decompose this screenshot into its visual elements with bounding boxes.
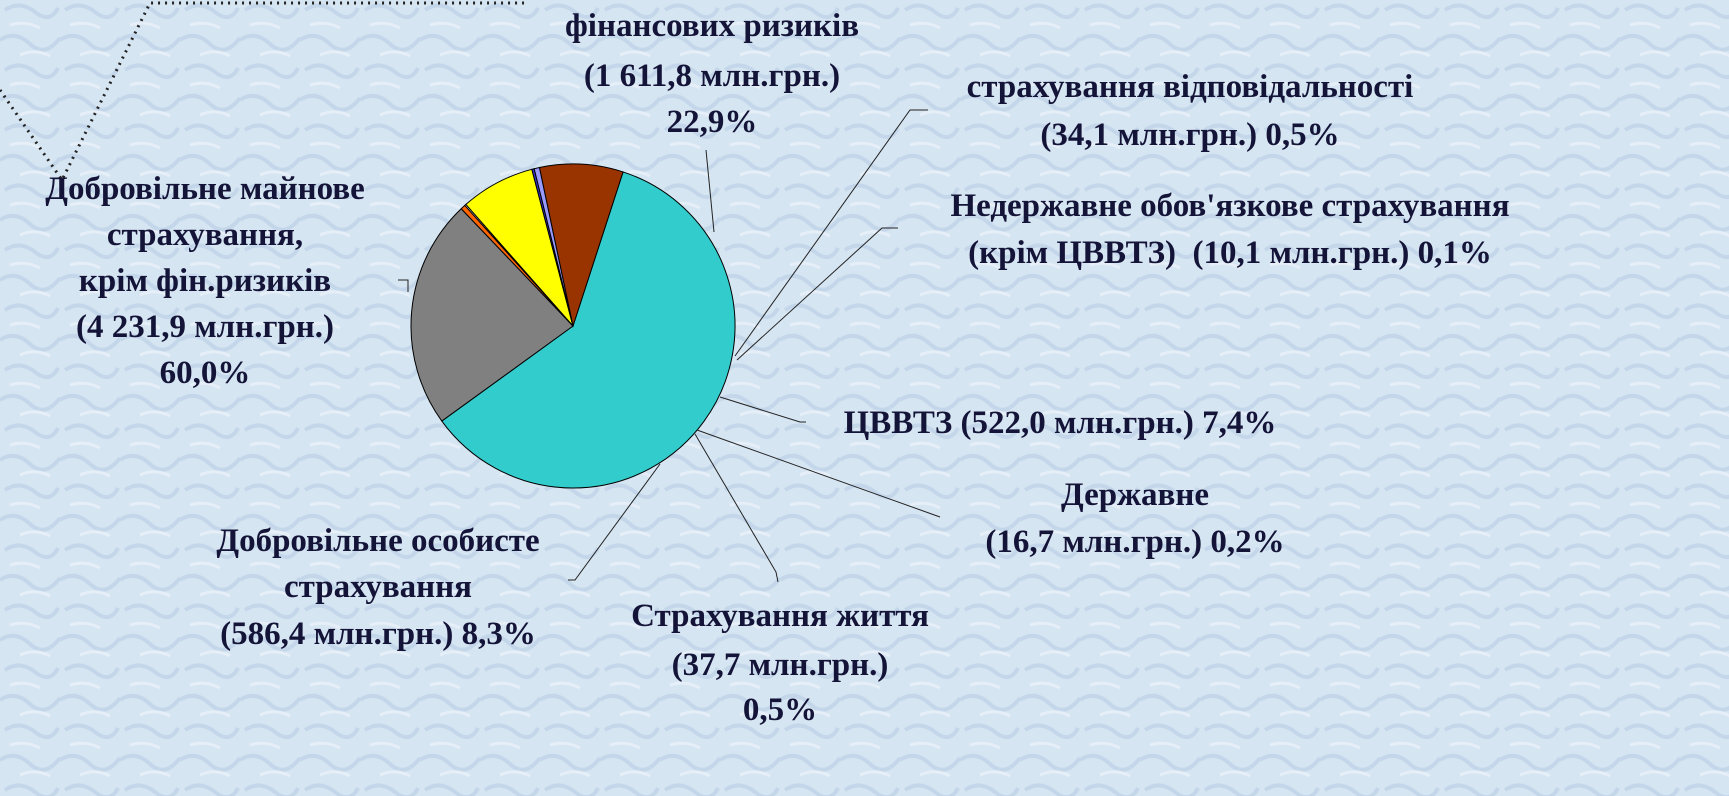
- slice-label: (крім ЦВВТЗ) (10,1 млн.грн.) 0,1%: [968, 235, 1492, 271]
- slice-label: Недержавне обов'язкове страхування: [950, 188, 1509, 224]
- percent-label: 0,5%: [1265, 117, 1339, 153]
- slice-label: (34,1 млн.грн.) 0,5%: [1040, 117, 1339, 153]
- amount-label: (16,7 млн.грн.): [985, 524, 1202, 560]
- amount-label: (10,1 млн.грн.): [1193, 235, 1410, 271]
- amount-label: (586,4 млн.грн.): [220, 616, 453, 652]
- leader-line: [694, 433, 779, 583]
- slice-label: Страхування життя: [631, 598, 929, 634]
- category-label: страхування відповідальності: [967, 69, 1414, 105]
- slice-label: страхування: [284, 569, 472, 605]
- pie: [410, 163, 736, 489]
- category-label: Добровільне особисте: [216, 523, 539, 559]
- slice-label: 60,0%: [160, 355, 251, 391]
- category-label: Добровільне майнове: [45, 171, 365, 207]
- slice-label: ЦВВТЗ (522,0 млн.грн.) 7,4%: [844, 405, 1277, 441]
- leader-line: [734, 109, 928, 357]
- amount-label: (34,1 млн.грн.): [1040, 117, 1257, 153]
- percent-label: 0,5%: [743, 692, 817, 728]
- slice-label: 0,5%: [743, 692, 817, 728]
- amount-label: (522,0 млн.грн.): [961, 405, 1194, 441]
- slice-label: (37,7 млн.грн.): [672, 647, 889, 683]
- percent-label: 60,0%: [160, 355, 251, 391]
- category-label: страхування,: [107, 217, 303, 253]
- percent-label: 7,4%: [1202, 405, 1276, 441]
- slice-label: 22,9%: [667, 104, 758, 140]
- amount-label: (37,7 млн.грн.): [672, 647, 889, 683]
- slice-label: Добровільне особисте: [216, 523, 539, 559]
- slice-label: (16,7 млн.грн.) 0,2%: [985, 524, 1284, 560]
- slice-label: страхування,: [107, 217, 303, 253]
- percent-label: 8,3%: [462, 616, 536, 652]
- category-label: фінансових ризиків: [565, 8, 859, 44]
- category-label: (крім ЦВВТЗ): [968, 235, 1184, 271]
- category-label: Державне: [1061, 477, 1209, 513]
- pie-slice: [410, 208, 574, 422]
- slice-label: фінансових ризиків: [565, 8, 859, 44]
- leader-line: [398, 279, 409, 292]
- amount-label: (4 231,9 млн.грн.): [76, 309, 334, 345]
- percent-label: 0,1%: [1418, 235, 1492, 271]
- leader-line: [719, 396, 806, 423]
- leader-line: [736, 227, 898, 361]
- pie-slice: [538, 163, 624, 328]
- slice-label: (586,4 млн.грн.) 8,3%: [220, 616, 536, 652]
- category-label: Страхування життя: [631, 598, 929, 634]
- amount-label: (1 611,8 млн.грн.): [584, 58, 840, 94]
- slice-label: крім фін.ризиків: [79, 263, 331, 299]
- category-label: страхування: [284, 569, 472, 605]
- percent-label: 22,9%: [667, 104, 758, 140]
- leader-line: [705, 149, 715, 233]
- slice-label: (1 611,8 млн.грн.): [584, 58, 840, 94]
- category-label: Недержавне обов'язкове страхування: [950, 188, 1509, 224]
- category-label: ЦВВТЗ: [844, 405, 953, 441]
- category-label: крім фін.ризиків: [79, 263, 331, 299]
- leader-line: [568, 463, 661, 581]
- slice-label: Державне: [1061, 477, 1209, 513]
- slice-label: страхування відповідальності: [967, 69, 1414, 105]
- percent-label: 0,2%: [1210, 524, 1284, 560]
- labels: Добровільне майнове страхування, крім фін.…: [45, 8, 1509, 728]
- slice-label: (4 231,9 млн.грн.): [76, 309, 334, 345]
- pie-slice: [441, 171, 736, 489]
- slice-label: Добровільне майнове: [45, 171, 365, 207]
- leader-line: [696, 429, 941, 518]
